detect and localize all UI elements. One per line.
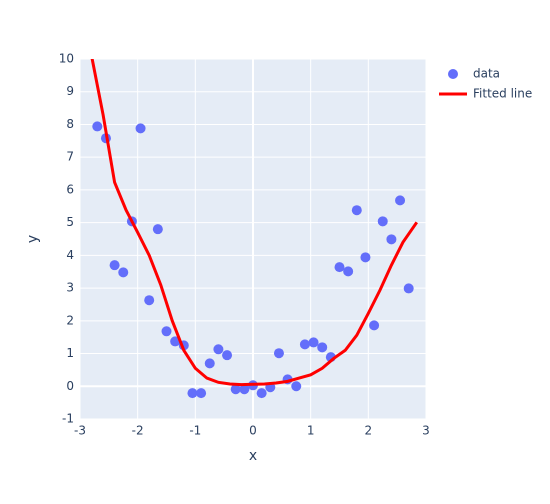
data-point <box>343 266 354 277</box>
legend-label: data <box>473 67 500 81</box>
x-tick-label: -1 <box>189 424 201 438</box>
grid <box>79 58 427 420</box>
y-tick-label: 5 <box>66 215 74 229</box>
data-point <box>377 216 388 227</box>
y-tick-label: 3 <box>66 281 74 295</box>
x-tick-label: 2 <box>365 424 373 438</box>
legend-marker <box>448 69 458 79</box>
data-point <box>273 348 284 359</box>
legend: data Fitted line <box>439 67 532 101</box>
y-tick-label: 0 <box>66 379 74 393</box>
y-tick-label: 4 <box>66 248 74 262</box>
data-point <box>213 344 224 355</box>
y-axis-title: y <box>25 235 41 243</box>
x-tick-label: -2 <box>132 424 144 438</box>
data-point <box>308 337 319 348</box>
data-point <box>360 252 371 263</box>
legend-label: Fitted line <box>473 87 532 101</box>
data-point <box>196 388 207 399</box>
y-tick-label: 9 <box>66 84 74 98</box>
y-tick-label: 8 <box>66 117 74 131</box>
x-axis-title: x <box>249 448 257 464</box>
data-point <box>135 123 146 134</box>
data-point <box>144 295 155 306</box>
x-tick-label: 1 <box>307 424 315 438</box>
y-tick-label: 7 <box>66 150 74 164</box>
data-point <box>222 350 233 361</box>
y-tick-label: 2 <box>66 313 74 327</box>
data-point <box>334 262 345 273</box>
x-tick-label: -3 <box>74 424 86 438</box>
data-point <box>299 339 310 350</box>
data-point <box>187 388 198 399</box>
data-point <box>291 381 302 392</box>
y-tick-label: 1 <box>66 346 74 360</box>
data-point <box>118 267 129 278</box>
data-point <box>317 342 328 353</box>
y-tick-label: -1 <box>62 412 74 426</box>
labels: -3 -2 -1 0 1 2 3 -1 0 1 2 3 4 5 6 7 8 9 10 <box>59 52 430 438</box>
data-point <box>204 358 215 369</box>
data-point <box>369 320 380 331</box>
data-point <box>230 384 241 395</box>
x-tick-label: 3 <box>422 424 430 438</box>
y-tick-label: 10 <box>59 52 74 66</box>
y-tick-label: 6 <box>66 182 74 196</box>
x-tick-label: 0 <box>249 424 257 438</box>
data-point <box>239 384 250 395</box>
data-point <box>395 195 406 206</box>
data-point <box>92 121 103 132</box>
data-point <box>351 205 362 216</box>
fitted-line <box>90 59 419 387</box>
data-point <box>161 326 172 337</box>
data-point <box>170 336 181 347</box>
marks <box>90 59 419 399</box>
data-point <box>386 234 397 245</box>
data-point <box>403 283 414 294</box>
data-point <box>256 388 267 399</box>
data-point <box>109 260 120 271</box>
data-point <box>152 224 163 235</box>
